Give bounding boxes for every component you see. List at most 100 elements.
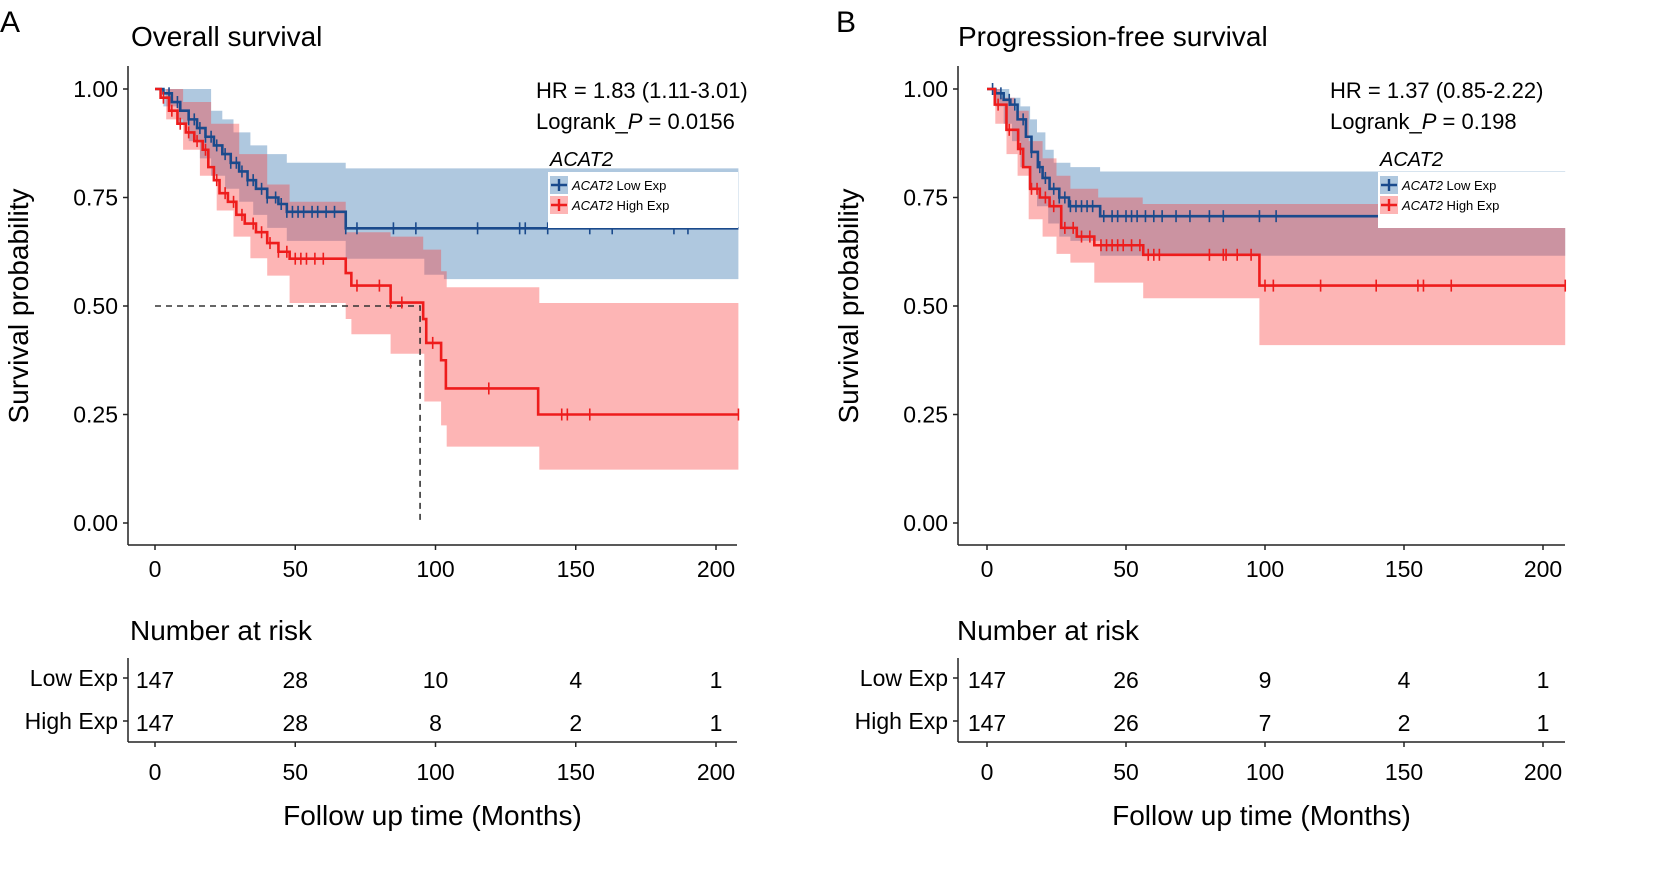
risk-table-title: Number at risk — [130, 615, 313, 646]
risk-count: 26 — [1113, 667, 1139, 693]
risk-row-label: Low Exp — [860, 665, 948, 691]
legend-group: High Exp — [613, 198, 669, 213]
risk-count: 8 — [429, 710, 442, 736]
low-exp-legend-label: ACAT2 Low Exp — [1401, 178, 1496, 193]
risk-table-title: Number at risk — [957, 615, 1140, 646]
risk-count: 147 — [136, 710, 174, 736]
risk-count: 28 — [282, 710, 308, 736]
hazard-ratio-text: HR = 1.83 (1.11-3.01) — [536, 78, 748, 103]
risk-count: 1 — [1537, 667, 1550, 693]
x-tick-label: 200 — [1524, 556, 1562, 582]
x-tick-label: 150 — [1385, 556, 1423, 582]
hazard-ratio-text: HR = 1.37 (0.85-2.22) — [1330, 78, 1543, 103]
high-exp-survival-curve — [155, 87, 739, 416]
y-tick-label: 0.50 — [903, 293, 948, 319]
y-tick-label: 0.75 — [903, 185, 948, 211]
risk-row-label: High Exp — [25, 708, 118, 734]
risk-count: 7 — [1259, 710, 1272, 736]
risk-count: 147 — [968, 710, 1006, 736]
logrank-p-symbol: P — [628, 109, 643, 134]
median-survival-line — [155, 305, 421, 523]
logrank-p-text: Logrank_P = 0.198 — [1330, 109, 1517, 134]
risk-x-tick-label: 50 — [1113, 759, 1139, 785]
legend-group: Low Exp — [1443, 178, 1496, 193]
risk-x-tick-label: 0 — [981, 759, 994, 785]
risk-count: 10 — [423, 667, 449, 693]
risk-count: 28 — [282, 667, 308, 693]
logrank-value: = 0.198 — [1436, 109, 1516, 134]
logrank-p-symbol: P — [1422, 109, 1437, 134]
x-tick-label: 50 — [1113, 556, 1139, 582]
risk-count: 147 — [968, 667, 1006, 693]
low-exp-survival-curve — [987, 87, 1566, 218]
risk-count: 9 — [1259, 667, 1272, 693]
high-exp-legend-label: ACAT2 High Exp — [571, 198, 669, 213]
risk-x-tick-label: 150 — [557, 759, 595, 785]
y-tick-label: 0.25 — [73, 402, 118, 428]
panel-b: B Progression-free survival Survival proba… — [833, 6, 1568, 831]
legend-box — [1378, 172, 1568, 228]
risk-x-tick-label: 100 — [1246, 759, 1284, 785]
y-tick-label: 0.25 — [903, 402, 948, 428]
x-tick-label: 50 — [282, 556, 308, 582]
panel-a: A Overall survival Survival probability 0.0… — [0, 6, 748, 831]
y-tick-label: 0.00 — [73, 510, 118, 536]
x-tick-label: 100 — [416, 556, 454, 582]
x-tick-label: 150 — [557, 556, 595, 582]
low-exp-legend-key-icon — [551, 179, 567, 191]
risk-row-label: High Exp — [855, 708, 948, 734]
risk-x-tick-label: 100 — [416, 759, 454, 785]
y-tick-label: 0.50 — [73, 293, 118, 319]
risk-row-label: Low Exp — [30, 665, 118, 691]
y-tick-label: 1.00 — [73, 76, 118, 102]
low-exp-legend-label: ACAT2 Low Exp — [571, 178, 666, 193]
risk-count: 4 — [1398, 667, 1411, 693]
logrank-prefix: Logrank_ — [536, 109, 629, 134]
high-exp-confidence-band — [155, 89, 739, 470]
y-tick-label: 0.75 — [73, 185, 118, 211]
risk-count: 2 — [1398, 710, 1411, 736]
legend-box — [548, 172, 738, 228]
x-tick-label: 0 — [981, 556, 994, 582]
x-tick-label: 100 — [1246, 556, 1284, 582]
risk-count: 147 — [136, 667, 174, 693]
high-exp-legend-key-icon — [551, 199, 567, 211]
risk-count: 1 — [710, 710, 723, 736]
panel-label: A — [0, 6, 20, 39]
risk-count: 26 — [1113, 710, 1139, 736]
risk-x-tick-label: 200 — [697, 759, 735, 785]
x-axis-label: Follow up time (Months) — [1112, 800, 1411, 831]
x-tick-label: 200 — [697, 556, 735, 582]
risk-x-tick-label: 0 — [149, 759, 162, 785]
x-tick-label: 0 — [149, 556, 162, 582]
legend-title: ACAT2 — [1379, 149, 1443, 171]
logrank-p-text: Logrank_P = 0.0156 — [536, 109, 735, 134]
high-exp-legend-label: ACAT2 High Exp — [1401, 198, 1499, 213]
risk-x-tick-label: 50 — [282, 759, 308, 785]
logrank-prefix: Logrank_ — [1330, 109, 1423, 134]
legend-gene: ACAT2 — [1401, 198, 1444, 213]
x-axis-label: Follow up time (Months) — [283, 800, 582, 831]
low-exp-confidence-band — [155, 89, 739, 280]
legend-title: ACAT2 — [549, 149, 613, 171]
legend-gene: ACAT2 — [1401, 178, 1444, 193]
logrank-value: = 0.0156 — [642, 109, 734, 134]
risk-count: 1 — [1537, 710, 1550, 736]
y-tick-label: 1.00 — [903, 76, 948, 102]
risk-x-tick-label: 200 — [1524, 759, 1562, 785]
y-axis-label: Survival probability — [3, 189, 34, 424]
risk-count: 4 — [569, 667, 582, 693]
low-exp-legend-key-icon — [1381, 179, 1397, 191]
legend-gene: ACAT2 — [571, 178, 614, 193]
high-exp-legend-key-icon — [1381, 199, 1397, 211]
y-tick-label: 0.00 — [903, 510, 948, 536]
y-axis-label: Survival probability — [833, 189, 864, 424]
risk-count: 2 — [569, 710, 582, 736]
legend-group: Low Exp — [613, 178, 666, 193]
risk-count: 1 — [710, 667, 723, 693]
chart-title: Overall survival — [131, 21, 322, 52]
legend-gene: ACAT2 — [571, 198, 614, 213]
legend-group: High Exp — [1443, 198, 1499, 213]
risk-x-tick-label: 150 — [1385, 759, 1423, 785]
